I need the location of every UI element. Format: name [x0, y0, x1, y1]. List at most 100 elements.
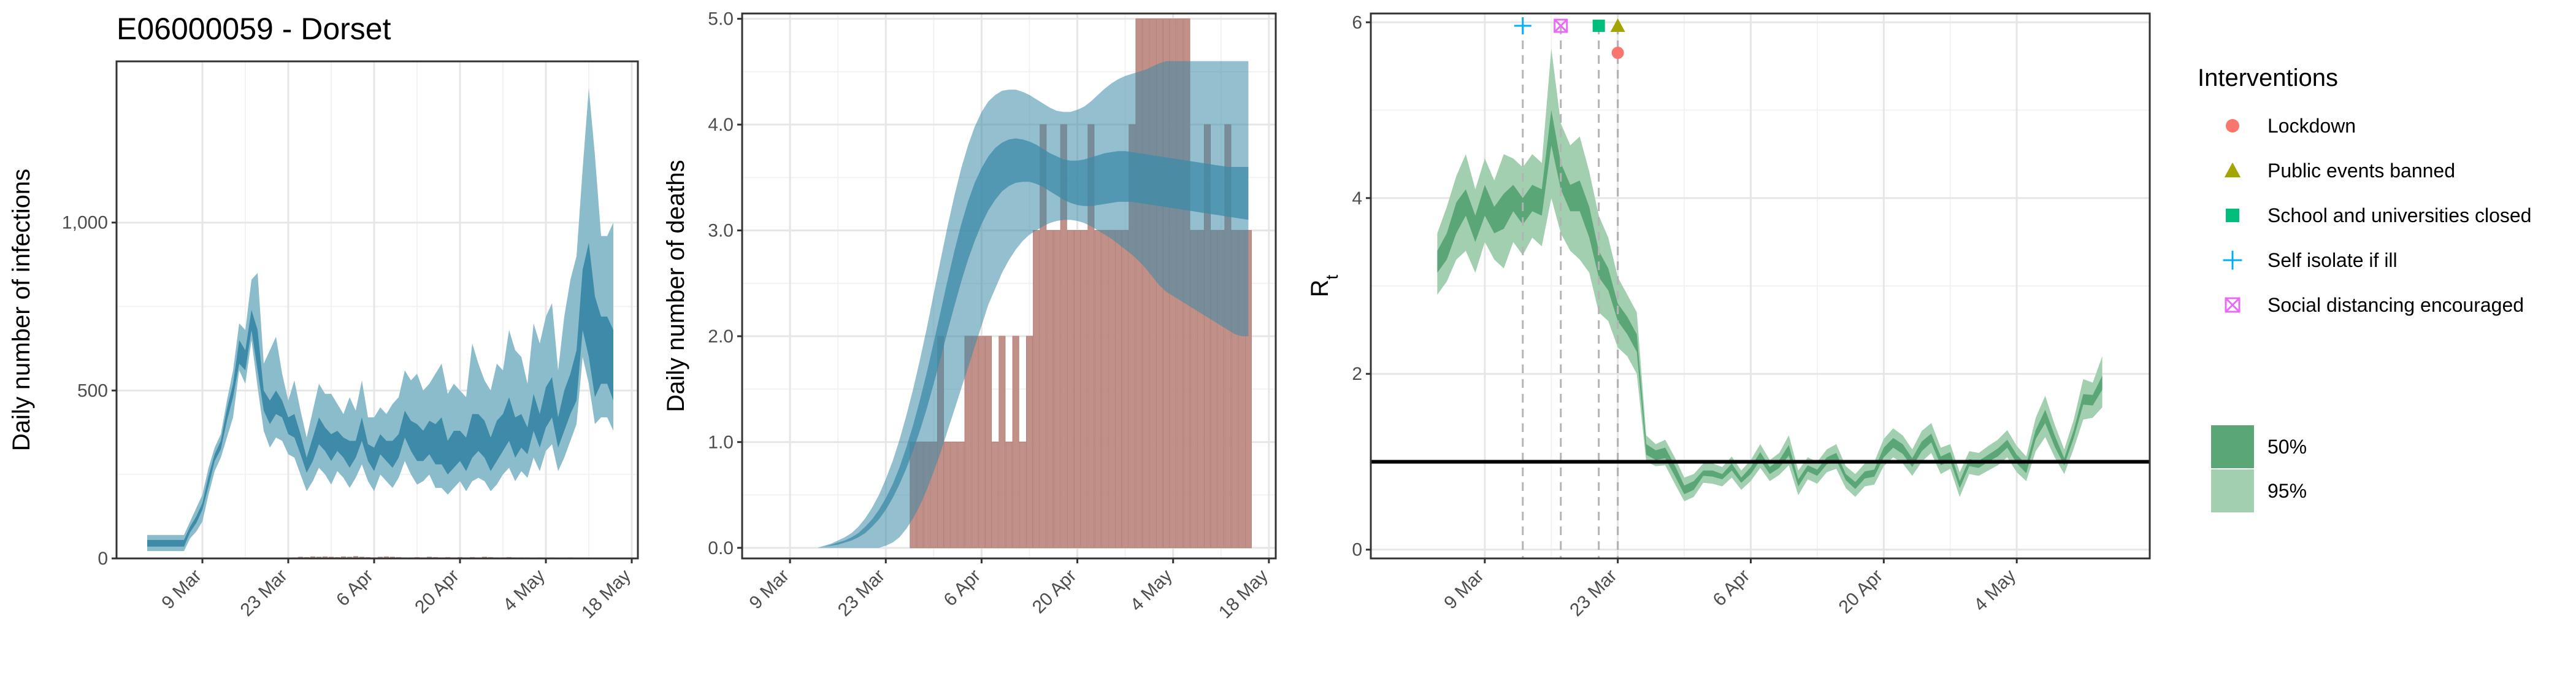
y-tick-label: 6: [1352, 12, 1362, 33]
y-tick-label: 4.0: [708, 115, 734, 135]
legend-item-label: Social distancing encouraged: [2267, 294, 2524, 316]
x-tick-label: 20 Apr: [1029, 566, 1081, 618]
deaths-bar: [1012, 336, 1019, 549]
deaths-bar: [1108, 230, 1115, 549]
rt-panel: 0 2 4 6 9 Mar 23 Mar 6 Apr 20 Apr 4 May Rt: [1306, 12, 2151, 620]
deaths-bar: [992, 441, 999, 549]
infections-panel: 0 500 1,000 9 Mar 23 Mar 6 Apr 20 Apr 4 May 18 M…: [8, 60, 639, 623]
x-tick-label: 23 Mar: [237, 566, 291, 620]
deaths-bar: [971, 336, 978, 549]
y-tick-label: 1.0: [708, 432, 734, 452]
x-tick-label: 4 May: [1127, 566, 1176, 615]
deaths-bar: [1025, 336, 1033, 549]
self-isolate-marker-icon: [2223, 250, 2242, 270]
legend-item-label: Lockdown: [2267, 115, 2356, 137]
social-distancing-marker-icon: [2225, 297, 2241, 313]
deaths-50-band: [790, 138, 1249, 548]
legend-band-swatch: [2211, 469, 2254, 512]
y-tick-label: 4: [1352, 188, 1362, 209]
legend-band: 50%: [2211, 425, 2307, 468]
reported-deaths-bar: [322, 556, 328, 558]
legend-item-label: School and universities closed: [2267, 204, 2531, 226]
y-axis-title: Daily number of deaths: [662, 160, 689, 412]
y-tick-label: 3.0: [708, 220, 734, 241]
y-tick-label: 0.0: [708, 538, 734, 558]
panel-border: [115, 60, 639, 560]
x-tick-label: 6 Apr: [1709, 566, 1754, 611]
legend-item: Social distancing encouraged: [2225, 294, 2524, 316]
legend-item: Lockdown: [2226, 115, 2356, 137]
y-tick-label: 1,000: [62, 213, 108, 233]
reported-deaths-bar: [340, 556, 347, 558]
y-tick-label: 0: [98, 549, 108, 569]
y-tick-label: 2.0: [708, 326, 734, 347]
deaths-bar: [951, 441, 958, 549]
reported-deaths-bar: [383, 556, 389, 558]
x-tick-label: 9 Mar: [745, 566, 793, 614]
y-axis-title: Daily number of infections: [8, 169, 35, 451]
lockdown-marker-icon: [1611, 47, 1624, 60]
x-tick-label: 18 May: [578, 566, 635, 623]
deaths-bar: [1046, 230, 1054, 549]
deaths-bar: [957, 441, 965, 549]
deaths-bar: [985, 336, 992, 549]
y-tick-label: 0: [1352, 540, 1362, 560]
plot-area: [117, 61, 638, 558]
deaths-bar: [1094, 230, 1102, 549]
x-tick-label: 18 May: [1215, 566, 1272, 623]
x-tick-label: 20 Apr: [411, 566, 463, 618]
deaths-bar: [944, 441, 951, 549]
panel-border: [1370, 12, 2151, 560]
deaths-bar: [999, 336, 1006, 549]
x-tick-label: 23 Mar: [1566, 566, 1620, 620]
public-events-marker-icon: [2224, 162, 2241, 177]
y-axis-title: Rt: [1306, 274, 1341, 297]
chart-title: E06000059 - Dorset: [117, 12, 391, 46]
legend-band-swatch: [2211, 425, 2254, 468]
deaths-bar: [978, 336, 985, 549]
legend-item: Public events banned: [2224, 160, 2455, 182]
school-closed-marker-icon: [1592, 20, 1605, 33]
x-tick-label: 20 Apr: [1835, 566, 1887, 618]
legend: Interventions Lockdown Public events bann…: [2198, 64, 2531, 512]
x-tick-label: 4 May: [1970, 566, 2020, 615]
x-tick-label: 9 Mar: [1440, 566, 1488, 614]
y-tick-label: 2: [1352, 364, 1362, 384]
legend-item-label: Public events banned: [2267, 160, 2455, 182]
panel-border: [741, 12, 1277, 560]
x-tick-label: 9 Mar: [158, 566, 205, 614]
deaths-bar: [1135, 18, 1143, 549]
x-tick-label: 4 May: [499, 566, 549, 615]
deaths-bar: [1053, 230, 1060, 549]
self-isolate-marker-icon: [1514, 17, 1531, 35]
gridlines: [1371, 14, 2150, 558]
x-tick-label: 6 Apr: [940, 566, 984, 611]
legend-title: Interventions: [2198, 64, 2338, 91]
reported-deaths-bar: [310, 556, 316, 558]
school-closed-marker-icon: [2226, 209, 2239, 222]
legend-band: 95%: [2211, 469, 2307, 512]
public-events-marker-icon: [1610, 18, 1625, 33]
deaths-bar: [1074, 230, 1081, 549]
social-distancing-marker-icon: [1554, 18, 1568, 33]
deaths-panel: 0.0 1.0 2.0 3.0 4.0 5.0 9 Mar 23 Mar 6 Apr 20 Apr…: [662, 9, 1277, 623]
y-tick-label: 500: [77, 380, 108, 401]
legend-band-label: 50%: [2267, 436, 2307, 458]
reported-deaths-bar: [353, 556, 359, 558]
deaths-bar: [1142, 18, 1149, 549]
deaths-bar: [1149, 18, 1156, 549]
y-tick-label: 5.0: [708, 9, 734, 29]
deaths-bar: [1033, 230, 1040, 549]
legend-item-label: Self isolate if ill: [2267, 249, 2398, 271]
deaths-bar: [1114, 230, 1122, 549]
deaths-bar: [1019, 441, 1026, 549]
deaths-bar: [1122, 230, 1129, 549]
legend-band-label: 95%: [2267, 480, 2307, 502]
lockdown-marker-icon: [2226, 119, 2239, 133]
x-tick-label: 23 Mar: [834, 566, 889, 620]
legend-item: Self isolate if ill: [2223, 249, 2398, 271]
legend-item: School and universities closed: [2226, 204, 2531, 226]
deaths-bar: [1081, 230, 1088, 549]
deaths-bar: [1101, 230, 1108, 549]
